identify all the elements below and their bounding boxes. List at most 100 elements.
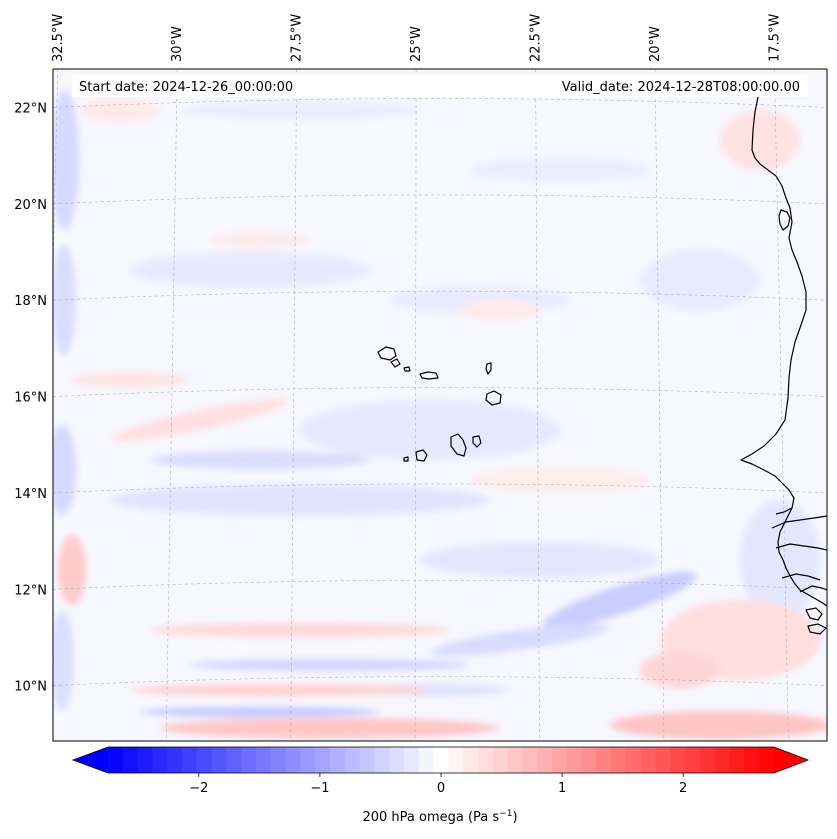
colorbar-bins [108, 747, 775, 773]
coastlines [377, 96, 827, 635]
date-label-band [72, 75, 808, 97]
longitude-tick-label: 30°W [170, 26, 185, 62]
colorbar-bin [507, 747, 523, 773]
map-panel: Start date: 2024-12-26_00:00:00 Valid_da… [52, 68, 828, 742]
valid-date-label: Valid_date: 2024-12-28T08:00:00.00 [562, 80, 800, 95]
island-fogo [415, 449, 428, 462]
field-patch [470, 466, 650, 494]
colorbar-bin [285, 747, 301, 773]
island-sal [485, 362, 492, 375]
island-sao-nicolau [419, 371, 439, 380]
meridian-line [654, 69, 665, 741]
colorbar-bin [359, 747, 375, 773]
colorbar-label: 200 hPa omega (Pa s−1) [362, 809, 517, 825]
longitude-tick-label: 32.5°W [51, 14, 66, 62]
parallel-line [53, 194, 827, 205]
colorbar-bin [137, 747, 153, 773]
field-patch [610, 711, 827, 739]
colorbar-bin [330, 747, 346, 773]
colorbar-tick-label: −2 [189, 781, 208, 796]
field-patch [430, 624, 610, 656]
field-patch [543, 571, 697, 629]
colorbar-bin [433, 747, 449, 773]
colorbar-ticks: −2 −1 0 1 2 [189, 773, 687, 796]
colorbar-bin [300, 747, 316, 773]
parallel-line [53, 387, 827, 397]
field-patch [140, 707, 380, 717]
field-patch [460, 300, 540, 320]
colorbar-bin [492, 747, 508, 773]
coastline-cap-vert [778, 209, 791, 231]
colorbar-bin [729, 747, 745, 773]
meridian-line [535, 69, 540, 741]
field-patch [180, 100, 420, 120]
colorbar-bin [522, 747, 538, 773]
colorbar-bin [759, 747, 775, 773]
island-santiago [450, 433, 467, 457]
field-patch [130, 252, 370, 288]
latitude-tick-label: 14°N [14, 487, 47, 502]
meridian-line [414, 69, 417, 741]
parallel-line [53, 483, 827, 494]
latitude-labels: 22°N 20°N 18°N 16°N 14°N 12°N 10°N [14, 102, 47, 695]
colorbar-bin [344, 747, 360, 773]
colorbar-bin [685, 747, 701, 773]
island-santa-luzia [403, 366, 411, 372]
latitude-tick-label: 18°N [14, 294, 47, 309]
coastline-africa [740, 96, 827, 607]
meridian-line [165, 69, 178, 741]
colorbar-bin [581, 747, 597, 773]
colorbar-bin [256, 747, 272, 773]
colorbar: −2 −1 0 1 2 200 hPa omega (Pa s−1) [71, 746, 810, 825]
field-patch [111, 398, 289, 442]
colorbar-bin [418, 747, 434, 773]
island-brava [403, 456, 409, 462]
field-patch [53, 245, 76, 355]
colorbar-bin [552, 747, 568, 773]
parallel-line [53, 290, 827, 301]
longitude-labels: 32.5°W 30°W 27.5°W 25°W 22.5°W 20°W 17.5°W [51, 14, 783, 62]
colorbar-bin [374, 747, 390, 773]
field-patch [53, 90, 79, 230]
map-frame [52, 68, 828, 742]
colorbar-bin [537, 747, 553, 773]
longitude-tick-label: 22.5°W [529, 14, 544, 62]
colorbar-bin [744, 747, 760, 773]
colorbar-bin [167, 747, 183, 773]
island-maio [472, 435, 482, 448]
colorbar-tick-label: 2 [679, 781, 687, 796]
coastline-bijagos [805, 607, 827, 635]
start-date-label: Start date: 2024-12-26_00:00:00 [79, 80, 293, 95]
longitude-tick-label: 25°W [409, 26, 424, 62]
field-patch [70, 372, 190, 388]
field-patch [420, 542, 660, 578]
colorbar-bin [478, 747, 494, 773]
colorbar-bin [596, 747, 612, 773]
colorbar-bin [670, 747, 686, 773]
longitude-tick-label: 27.5°W [290, 14, 305, 62]
latitude-tick-label: 20°N [14, 198, 47, 213]
colorbar-bin [611, 747, 627, 773]
colorbar-tick-label: −1 [310, 781, 329, 796]
field-patch [150, 623, 450, 637]
latitude-tick-label: 12°N [14, 583, 47, 598]
island-boa-vista [485, 390, 502, 406]
colorbar-bin [389, 747, 405, 773]
omega-field [53, 90, 827, 739]
field-patch [640, 250, 760, 310]
colorbar-bin [404, 747, 420, 773]
field-patch [160, 718, 500, 738]
parallel-line [53, 98, 827, 108]
longitude-tick-label: 20°W [648, 26, 663, 62]
field-patch [190, 659, 470, 671]
colorbar-bin [700, 747, 716, 773]
meridian-line [774, 69, 789, 741]
field-patch [210, 232, 310, 248]
colorbar-bin [196, 747, 212, 773]
colorbar-bin [714, 747, 730, 773]
colorbar-bin [655, 747, 671, 773]
coastline-africa-estuaries [771, 507, 827, 593]
colorbar-bin [226, 747, 242, 773]
colorbar-tick-label: 1 [558, 781, 566, 796]
